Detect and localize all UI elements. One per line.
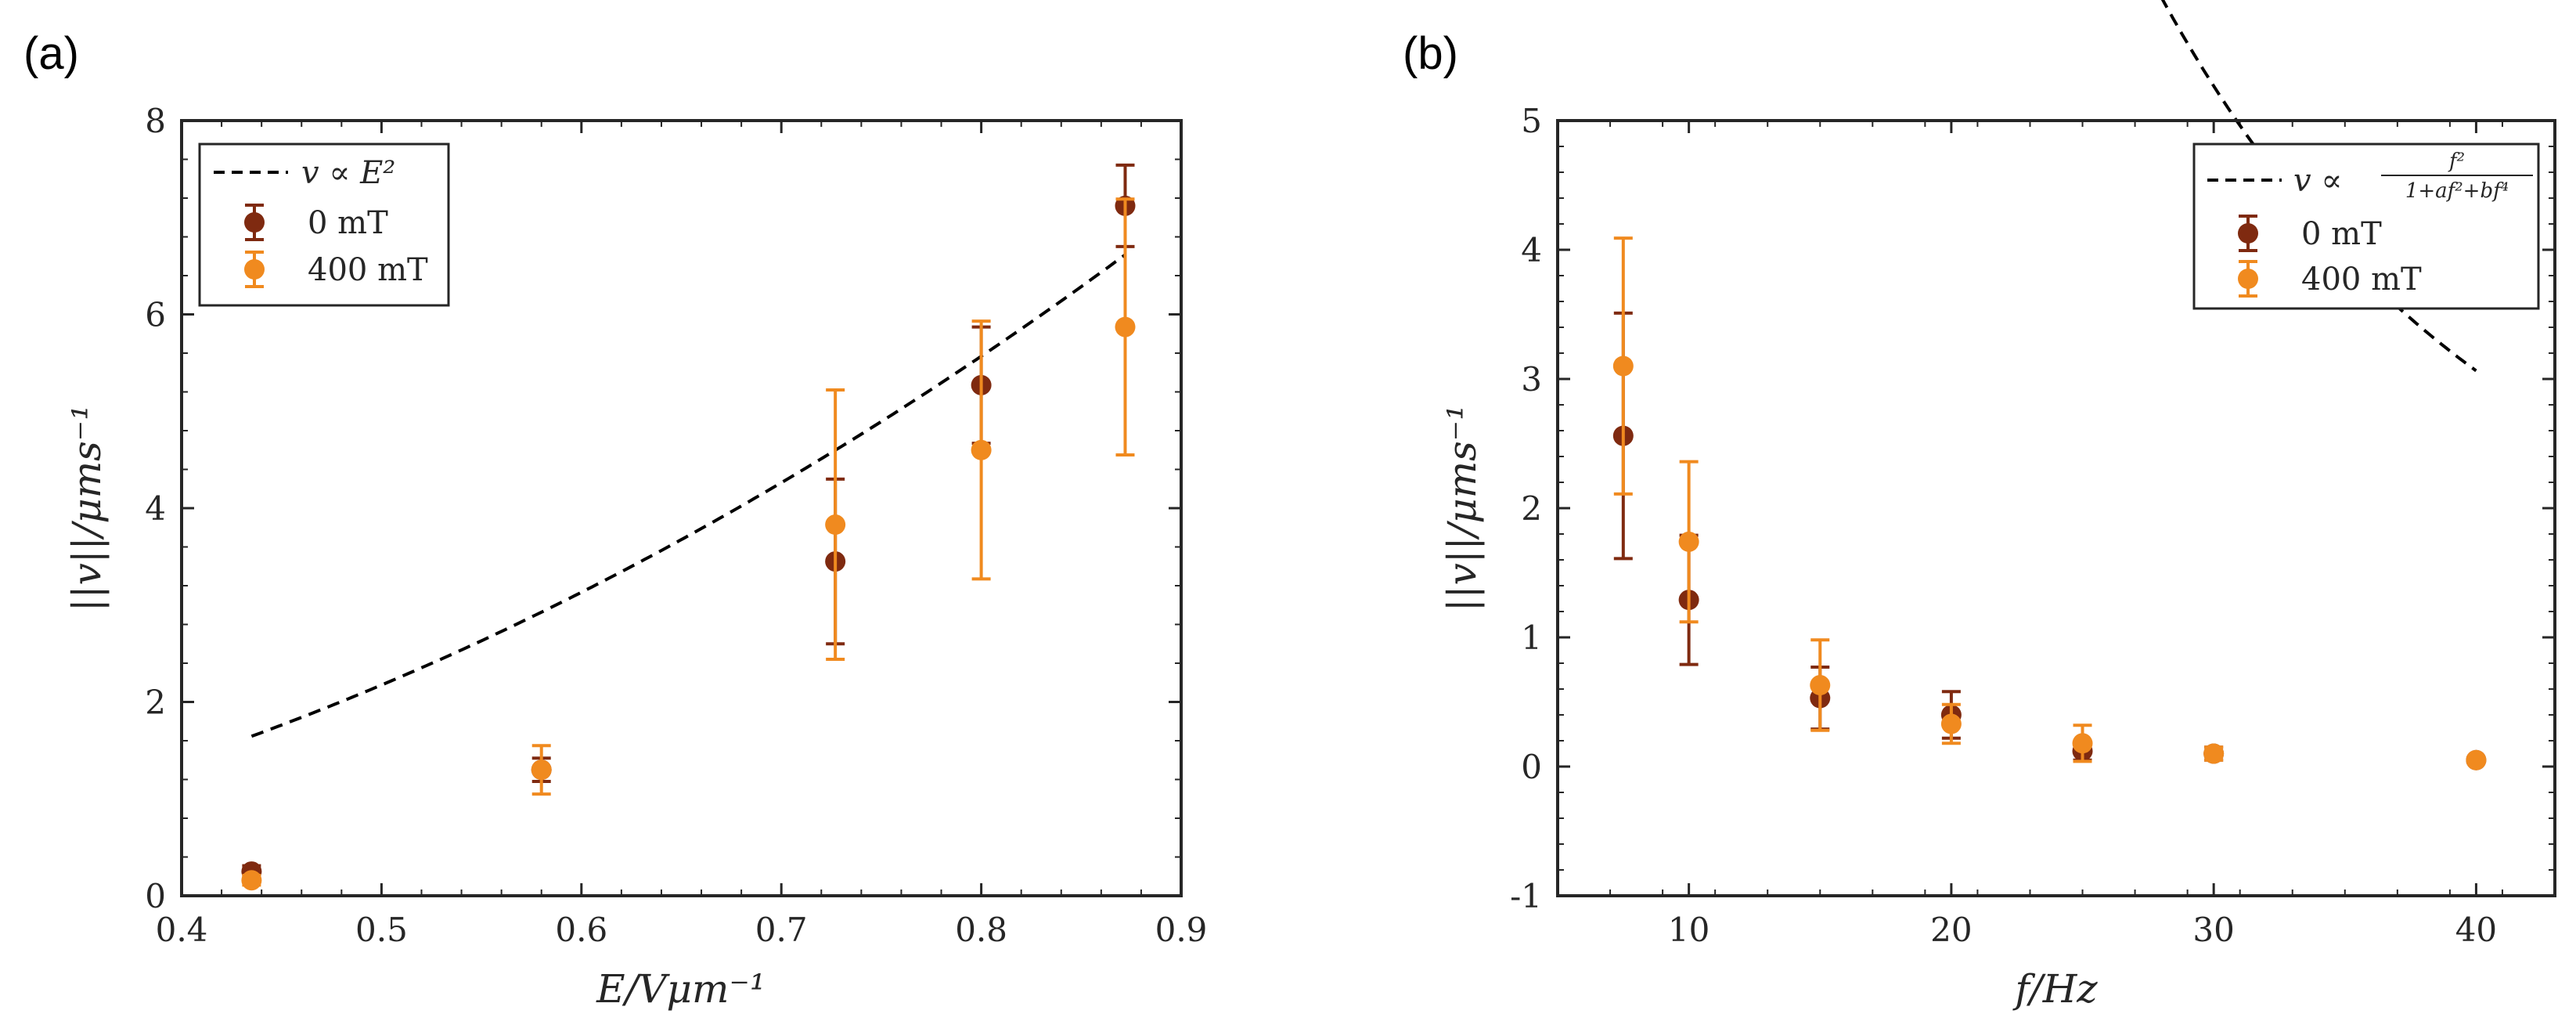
data-marker [2072, 733, 2093, 754]
data-marker [531, 760, 552, 781]
panel-b-point-400mt [1678, 460, 1699, 624]
panel-a-xtick-label: 0.9 [1155, 911, 1208, 949]
panel-b-label: (b) [1403, 28, 1458, 79]
data-marker [1940, 713, 1962, 734]
panel-b-ytick-label: 2 [1521, 489, 1542, 528]
panel-b: (b) 10 20 30 40 -1 0 1 2 3 4 5 f/Hz ||v||/μms⁻¹ v … [1403, 0, 2556, 1012]
data-marker [241, 870, 262, 891]
panel-b-xtick-label: 20 [1930, 911, 1972, 949]
panel-a-ytick-label: 8 [145, 102, 166, 140]
panel-a-xtick-label: 0.4 [156, 911, 208, 949]
panel-b-ytick-label: 5 [1521, 102, 1542, 140]
panel-a-legend-0mT-label: 0 mT [308, 205, 388, 241]
panel-a-point-400mt [241, 870, 262, 891]
panel-b-legend-fit-numerator: f² [2448, 150, 2465, 173]
panel-b-point-400mt [2466, 749, 2487, 770]
panel-b-legend-fit-denominator: 1+af²+bf⁴ [2405, 179, 2509, 203]
panel-a-legend-fit-label: v ∝ E² [301, 155, 395, 191]
panel-a-xlabel: E/Vμm⁻¹ [596, 966, 766, 1012]
panel-a-legend-400mT-marker [244, 251, 265, 288]
panel-b-xtick-label: 30 [2192, 911, 2234, 949]
panel-a-ylabel: ||v||/μms⁻¹ [64, 405, 110, 612]
panel-b-ytick-label: 0 [1521, 748, 1542, 786]
panel-a-point-400mt [531, 744, 552, 796]
panel-a-xtick-label: 0.7 [755, 911, 808, 949]
data-marker [1678, 531, 1699, 552]
panel-b-ytick-label: 1 [1521, 619, 1542, 657]
panel-b-ytick-label: 4 [1521, 231, 1542, 269]
panel-b-plot: 10 20 30 40 -1 0 1 2 3 4 5 [1510, 0, 2556, 949]
panel-b-legend-0mT-marker [2238, 215, 2258, 252]
panel-a-xtick-label: 0.5 [355, 911, 408, 949]
panel-a-point-400mt [825, 388, 846, 662]
data-marker [971, 439, 992, 460]
panel-b-point-400mt [1940, 702, 1962, 745]
panel-b-axes-box [1556, 119, 2556, 897]
panel-a-xtick-label: 0.8 [955, 911, 1007, 949]
panel-a-fit-curve [250, 253, 1126, 738]
panel-b-xtick-label: 10 [1668, 911, 1710, 949]
panel-b-legend-0mT-label: 0 mT [2301, 216, 2382, 252]
panel-a-ytick-label: 6 [145, 296, 166, 334]
panel-b-ytick-label: 3 [1521, 360, 1542, 399]
panel-b-point-400mt [2072, 723, 2093, 763]
panel-a-legend-0mT-marker [244, 204, 265, 241]
panel-b-ytick-label: -1 [1510, 877, 1542, 915]
panel-b-xlabel: f/Hz [2012, 966, 2098, 1012]
panel-a-ytick-label: 4 [145, 489, 166, 528]
panel-a: (a) 0.4 0.5 0.6 0.7 0.8 0.9 0 2 4 6 8 E/Vμm⁻¹ ||v|… [23, 28, 1207, 1012]
panel-b-point-400mt [2203, 743, 2225, 764]
panel-b-point-400mt [1612, 236, 1634, 496]
panel-b-xtick-label: 40 [2455, 911, 2497, 949]
panel-a-point-400mt [971, 319, 992, 581]
data-marker [1810, 675, 1831, 696]
panel-a-legend: v ∝ E² 0 mT 400 mT [198, 143, 450, 307]
data-marker [2203, 743, 2225, 764]
panel-b-ylabel: ||v||/μms⁻¹ [1439, 405, 1485, 612]
panel-a-plot: 0.4 0.5 0.6 0.7 0.8 0.9 0 2 4 6 8 [145, 102, 1207, 949]
panel-a-point-400mt [1115, 197, 1136, 456]
panel-a-ytick-label: 0 [145, 877, 166, 915]
panel-b-legend-fit-label: v ∝ [2293, 163, 2342, 199]
panel-b-legend: v ∝ f² 1+af²+bf⁴ 0 mT 400 mT [2192, 143, 2540, 310]
panel-b-point-400mt [1810, 638, 1831, 732]
data-marker [825, 514, 846, 536]
panel-b-legend-400mT-label: 400 mT [2301, 262, 2422, 298]
data-marker [1115, 316, 1136, 337]
panel-a-axes-box [180, 119, 1183, 897]
panel-b-legend-400mT-marker [2238, 260, 2258, 298]
panel-a-ytick-label: 2 [145, 684, 166, 722]
panel-a-legend-400mT-label: 400 mT [308, 252, 428, 288]
data-marker [1612, 355, 1634, 377]
panel-a-label: (a) [23, 28, 79, 79]
panel-a-xtick-label: 0.6 [555, 911, 607, 949]
data-marker [2466, 749, 2487, 770]
